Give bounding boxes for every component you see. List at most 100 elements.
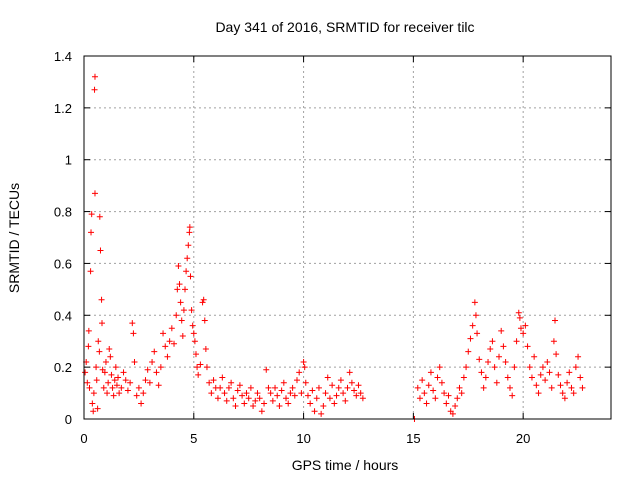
data-point-marker	[104, 390, 111, 397]
data-point-marker	[221, 390, 228, 397]
data-point-marker	[192, 351, 199, 358]
data-point-marker	[106, 345, 113, 352]
data-point-marker	[467, 335, 474, 342]
data-point-marker	[89, 400, 96, 407]
data-point-marker	[482, 374, 489, 381]
data-point-marker	[351, 387, 358, 394]
data-point-marker	[263, 366, 270, 373]
data-point-marker	[96, 213, 103, 220]
data-point-marker	[210, 377, 217, 384]
data-point-marker	[166, 338, 173, 345]
data-point-marker	[243, 390, 250, 397]
data-point-marker	[225, 384, 232, 391]
data-point-marker	[110, 392, 117, 399]
data-point-marker	[151, 348, 158, 355]
data-point-marker	[200, 296, 207, 303]
data-point-marker	[261, 400, 268, 407]
data-point-marker	[553, 351, 560, 358]
data-point-marker	[144, 366, 151, 373]
data-point-marker	[241, 400, 248, 407]
data-point-marker	[478, 369, 485, 376]
data-point-marker	[102, 358, 109, 365]
data-point-marker	[522, 322, 529, 329]
data-point-marker	[526, 364, 533, 371]
data-point-marker	[458, 390, 465, 397]
data-point-marker	[87, 268, 94, 275]
data-point-marker	[515, 309, 522, 316]
data-point-marker	[329, 382, 336, 389]
data-point-marker	[353, 392, 360, 399]
data-point-marker	[252, 397, 259, 404]
data-point-marker	[269, 397, 276, 404]
data-point-marker	[131, 358, 138, 365]
data-point-marker	[223, 397, 230, 404]
data-point-marker	[517, 325, 524, 332]
data-point-marker	[570, 390, 577, 397]
data-point-marker	[309, 387, 316, 394]
data-point-marker	[445, 392, 452, 399]
data-point-marker	[101, 369, 108, 376]
data-point-marker	[149, 358, 156, 365]
y-tick-label: 1.2	[54, 101, 72, 116]
data-point-marker	[546, 369, 553, 376]
data-point-marker	[293, 377, 300, 384]
data-point-marker	[90, 408, 97, 415]
data-point-marker	[516, 314, 523, 321]
data-point-marker	[94, 405, 101, 412]
data-point-marker	[105, 379, 112, 386]
data-point-marker	[109, 384, 116, 391]
data-point-marker	[340, 390, 347, 397]
data-point-marker	[130, 330, 137, 337]
data-point-marker	[414, 384, 421, 391]
data-point-marker	[108, 371, 115, 378]
data-point-marker	[575, 353, 582, 360]
data-point-marker	[346, 369, 353, 376]
data-point-marker	[88, 229, 95, 236]
data-point-marker	[430, 387, 437, 394]
data-point-marker	[190, 330, 197, 337]
data-point-marker	[469, 322, 476, 329]
data-point-marker	[100, 384, 107, 391]
data-point-marker	[206, 379, 213, 386]
data-point-marker	[559, 390, 566, 397]
y-tick-label: 1.4	[54, 49, 72, 64]
data-point-marker	[91, 86, 98, 93]
data-point-marker	[357, 390, 364, 397]
data-point-marker	[135, 384, 142, 391]
data-point-marker	[456, 384, 463, 391]
data-point-marker	[258, 408, 265, 415]
data-point-marker	[133, 392, 140, 399]
x-tick-label: 20	[516, 431, 530, 446]
data-point-marker	[419, 377, 426, 384]
data-point-marker	[91, 73, 98, 80]
x-tick-label: 15	[406, 431, 420, 446]
data-point-marker	[234, 387, 241, 394]
data-point-marker	[188, 307, 195, 314]
data-point-marker	[324, 374, 331, 381]
data-point-marker	[122, 377, 129, 384]
data-point-marker	[185, 242, 192, 249]
chart-title: Day 341 of 2016, SRMTID for receiver til…	[215, 19, 474, 35]
data-point-marker	[142, 377, 149, 384]
data-point-marker	[520, 330, 527, 337]
data-point-marker	[326, 395, 333, 402]
data-point-marker	[112, 364, 119, 371]
data-point-marker	[320, 403, 327, 410]
data-point-marker	[531, 353, 538, 360]
data-point-marker	[539, 364, 546, 371]
data-point-marker	[474, 330, 481, 337]
y-tick-label: 0	[65, 412, 72, 427]
data-point-marker	[425, 382, 432, 389]
data-point-marker	[355, 382, 362, 389]
data-point-marker	[124, 387, 131, 394]
data-point-marker	[164, 353, 171, 360]
data-point-marker	[245, 395, 252, 402]
data-point-marker	[498, 327, 505, 334]
data-point-marker	[98, 296, 105, 303]
data-point-marker	[265, 384, 272, 391]
data-point-marker	[272, 384, 279, 391]
data-point-marker	[333, 392, 340, 399]
data-point-marker	[524, 343, 531, 350]
data-point-marker	[155, 382, 162, 389]
data-point-marker	[160, 330, 167, 337]
